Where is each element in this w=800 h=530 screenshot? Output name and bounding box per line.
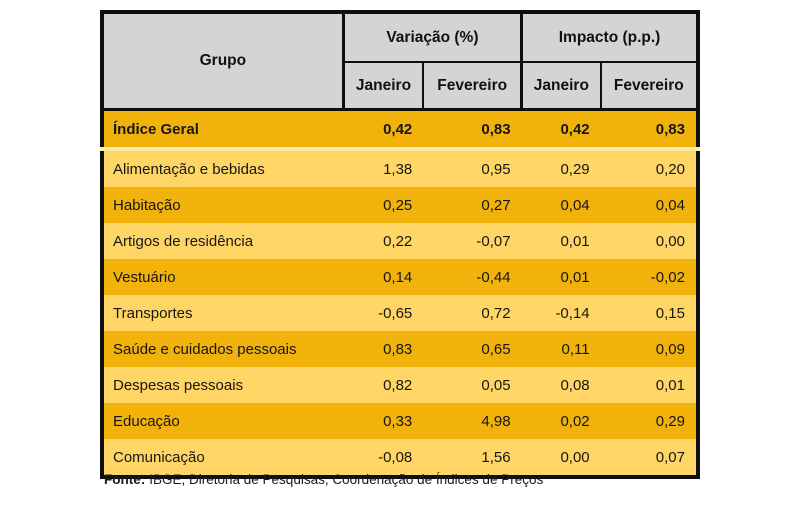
value-cell: 0,00 [521,439,601,477]
value-cell: 0,72 [423,295,522,331]
header-impacto: Impacto (p.p.) [520,11,700,63]
table-row-vestuario: Vestuário 0,14 -0,44 0,01 -0,02 [102,259,698,295]
table-row-educacao: Educação 0,33 4,98 0,02 0,29 [102,403,698,439]
table-row-habitacao: Habitação 0,25 0,27 0,04 0,04 [102,187,698,223]
value-cell: 0,25 [343,187,424,223]
value-cell: 0,42 [521,109,601,151]
group-name-cell: Saúde e cuidados pessoais [102,331,344,367]
value-cell: 0,22 [343,223,424,259]
value-cell: -0,14 [521,295,601,331]
value-cell: -0,08 [343,439,424,477]
value-cell: 1,38 [343,149,424,187]
group-name-cell: Artigos de residência [102,223,344,259]
group-name-cell: Comunicação [102,439,344,477]
value-cell: 0,95 [423,149,522,187]
group-name-cell: Alimentação e bebidas [102,149,344,187]
group-name-cell: Despesas pessoais [102,367,344,403]
value-cell: 0,08 [521,367,601,403]
value-cell: 0,83 [600,109,698,151]
value-cell: 0,33 [343,403,424,439]
header-variacao-fevereiro: Fevereiro [422,61,523,111]
group-name-cell: Vestuário [102,259,344,295]
header-grupo: Grupo [100,11,345,111]
value-cell: 4,98 [423,403,522,439]
value-cell: 0,01 [521,259,601,295]
value-cell: 0,29 [521,149,601,187]
header-variacao-janeiro: Janeiro [342,61,425,111]
source-label: Fonte: [104,472,146,487]
ipca-table: Grupo Variação (%) Impacto (p.p.) Janeir… [100,10,700,479]
value-cell: 0,42 [343,109,424,151]
value-cell: -0,65 [343,295,424,331]
value-cell: 0,29 [600,403,698,439]
value-cell: 0,02 [521,403,601,439]
table-row-despesas-pessoais: Despesas pessoais 0,82 0,05 0,08 0,01 [102,367,698,403]
value-cell: 0,83 [423,109,522,151]
value-cell: 0,27 [423,187,522,223]
source-note: Fonte: IBGE, Diretoria de Pesquisas, Coor… [104,472,543,487]
table-row-alimentacao: Alimentação e bebidas 1,38 0,95 0,29 0,2… [102,149,698,187]
table-row-indice-geral: Índice Geral 0,42 0,83 0,42 0,83 [102,109,698,151]
table-row-saude: Saúde e cuidados pessoais 0,83 0,65 0,11… [102,331,698,367]
value-cell: 0,00 [600,223,698,259]
value-cell: 0,05 [423,367,522,403]
table-row-comunicacao: Comunicação -0,08 1,56 0,00 0,07 [102,439,698,477]
value-cell: 1,56 [423,439,522,477]
value-cell: 0,07 [600,439,698,477]
value-cell: 0,04 [521,187,601,223]
value-cell: 0,65 [423,331,522,367]
header-variacao: Variação (%) [342,11,523,63]
value-cell: 0,83 [343,331,424,367]
value-cell: -0,44 [423,259,522,295]
value-cell: 0,01 [521,223,601,259]
value-cell: -0,07 [423,223,522,259]
group-name-cell: Índice Geral [102,109,344,151]
value-cell: 0,01 [600,367,698,403]
value-cell: 0,82 [343,367,424,403]
value-cell: 0,14 [343,259,424,295]
value-cell: 0,15 [600,295,698,331]
source-text: IBGE, Diretoria de Pesquisas, Coordenaçã… [149,472,544,487]
group-name-cell: Habitação [102,187,344,223]
header-month-row: Janeiro Fevereiro Janeiro Fevereiro [102,61,700,111]
header-impacto-fevereiro: Fevereiro [599,61,700,111]
value-cell: 0,04 [600,187,698,223]
header-group-row: Grupo Variação (%) Impacto (p.p.) [100,11,700,111]
value-cell: 0,11 [521,331,601,367]
table-row-transportes: Transportes -0,65 0,72 -0,14 0,15 [102,295,698,331]
group-name-cell: Educação [102,403,344,439]
group-name-cell: Transportes [102,295,344,331]
value-cell: 0,09 [600,331,698,367]
table-header: Grupo Variação (%) Impacto (p.p.) Janeir… [100,11,700,111]
header-impacto-janeiro: Janeiro [520,61,602,111]
table-row-artigos-residencia: Artigos de residência 0,22 -0,07 0,01 0,… [102,223,698,259]
value-cell: -0,02 [600,259,698,295]
ipca-table-container: Grupo Variação (%) Impacto (p.p.) Janeir… [100,10,700,479]
table-body: Índice Geral 0,42 0,83 0,42 0,83 Aliment… [102,109,698,477]
value-cell: 0,20 [600,149,698,187]
